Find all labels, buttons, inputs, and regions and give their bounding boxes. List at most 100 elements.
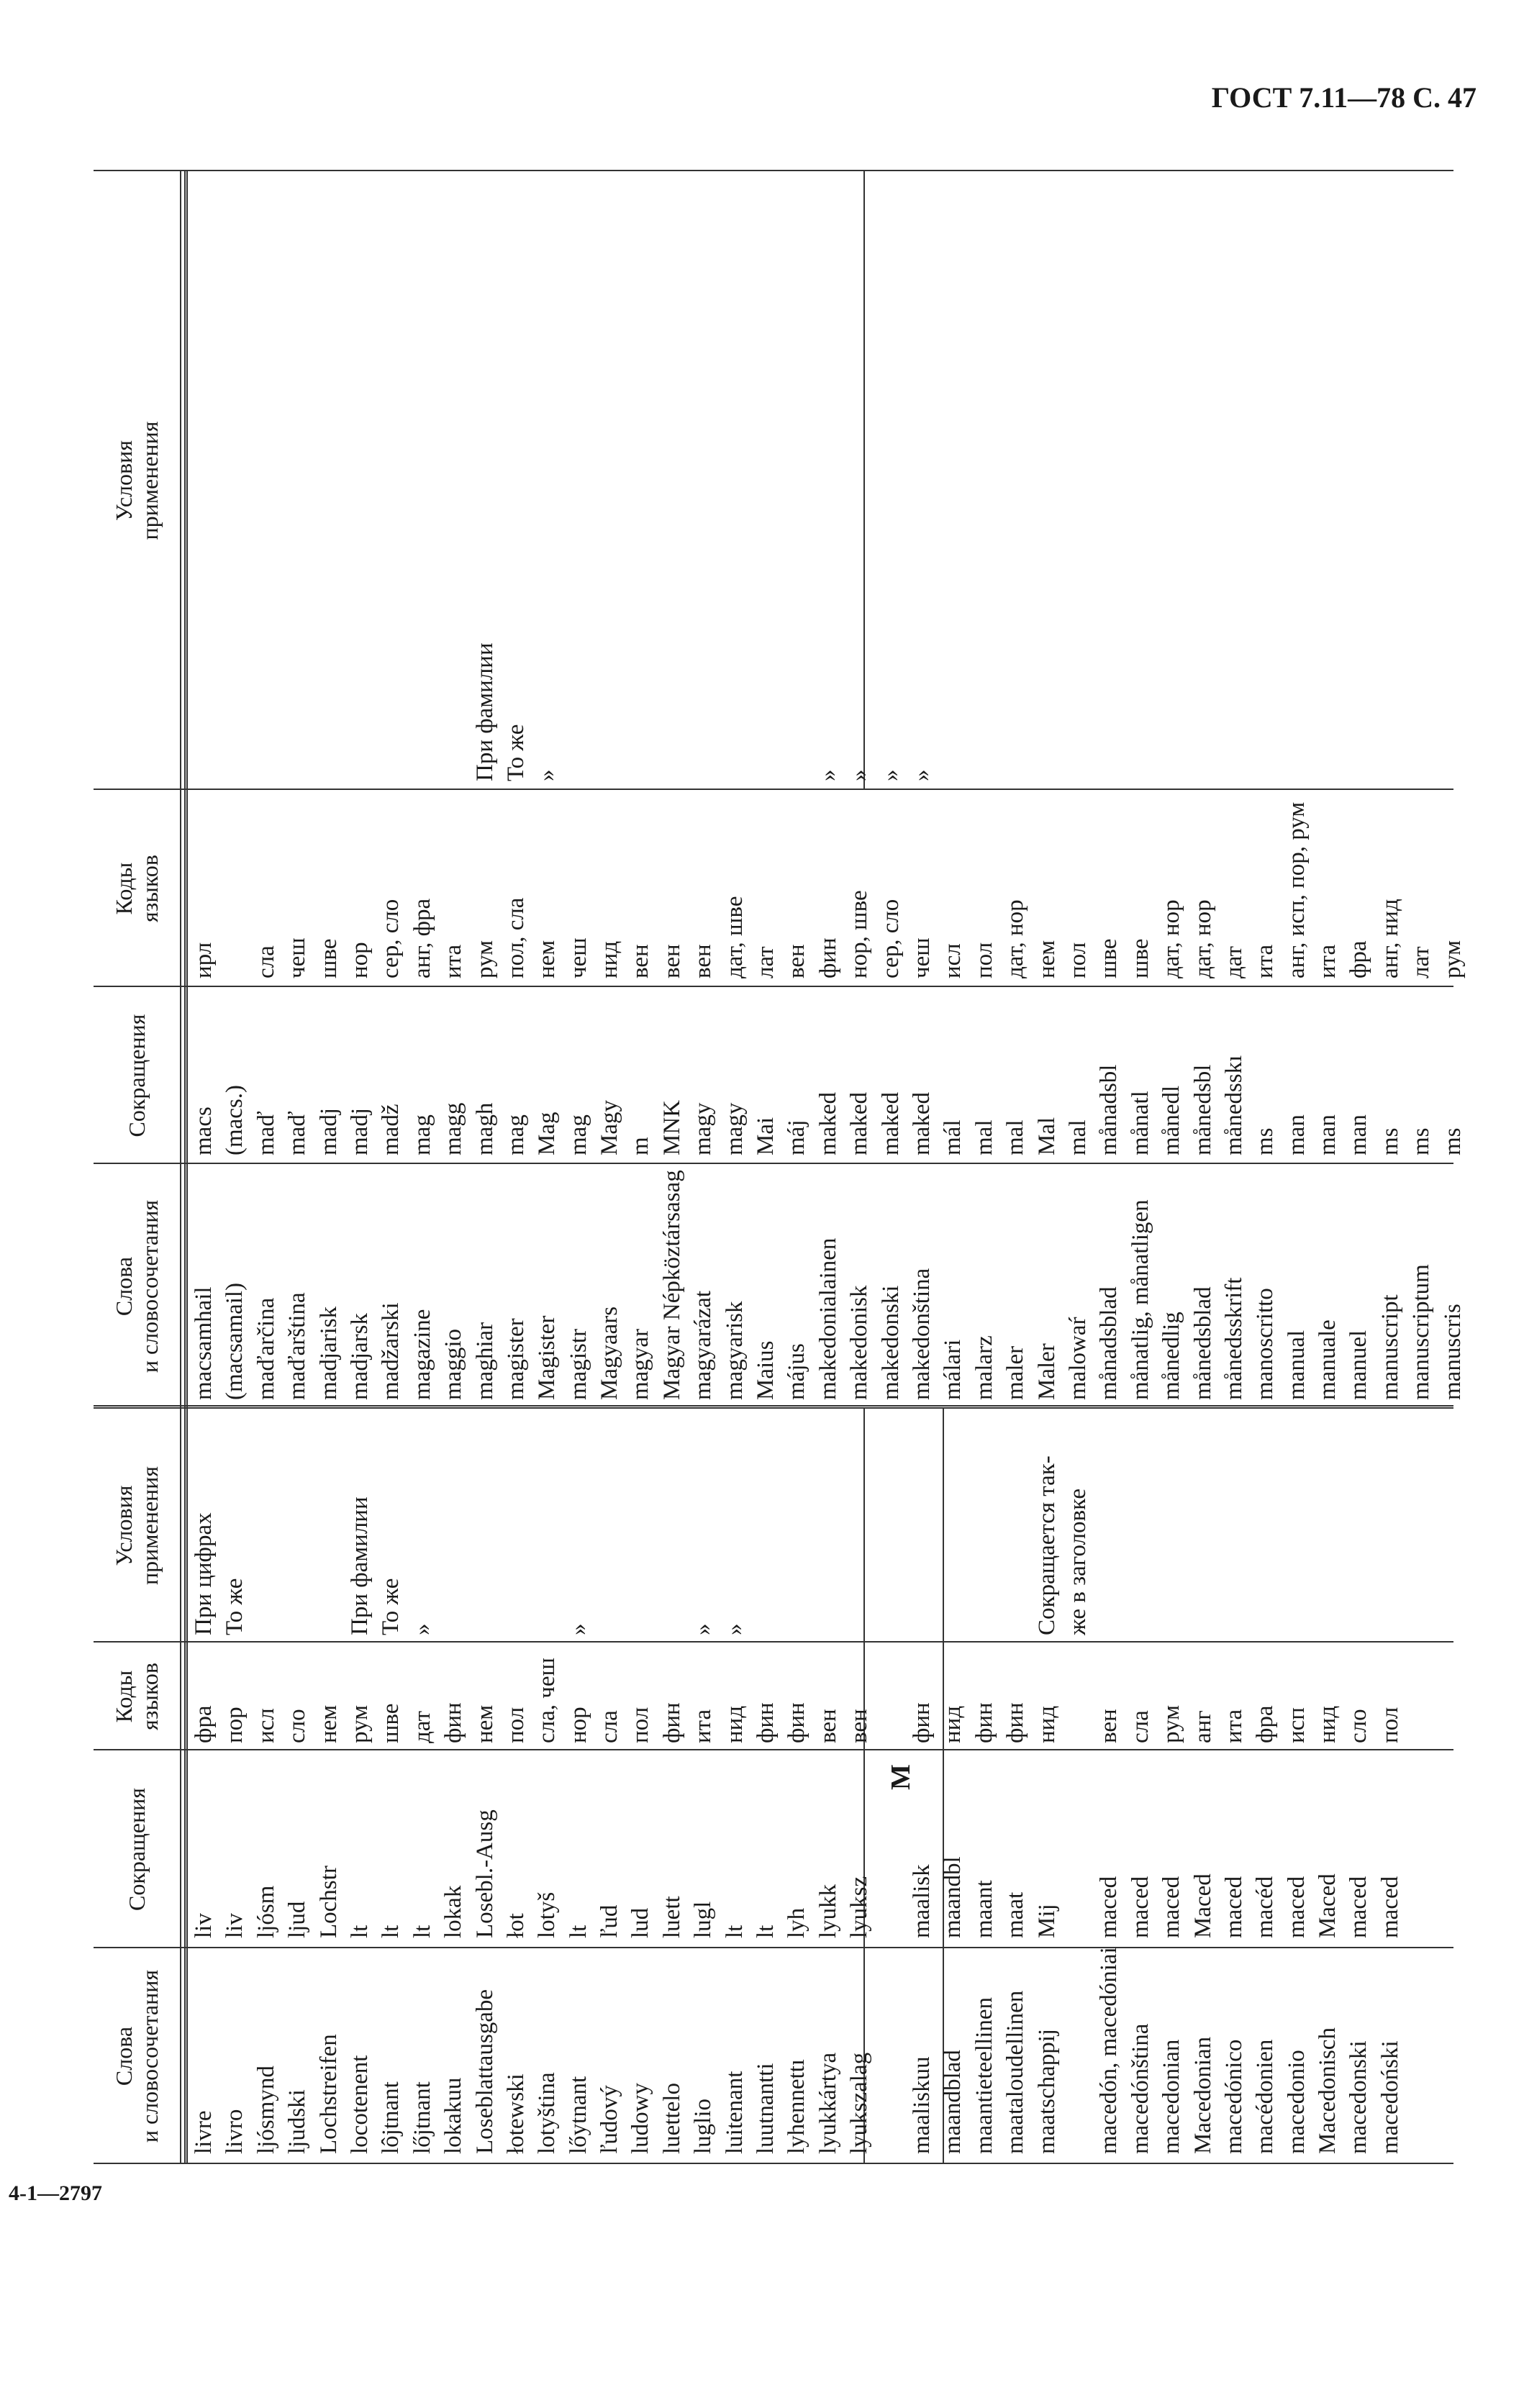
table-cell: [438, 1455, 469, 1635]
table-cell: нор, шве: [846, 890, 873, 978]
section-divider: [94, 1405, 1453, 1409]
table-cell: [1250, 1455, 1281, 1635]
table-cell: исл: [253, 1708, 279, 1743]
table-cell: man: [1315, 1114, 1341, 1155]
table-cell: Maius: [753, 1340, 779, 1401]
table-cell: maced: [1158, 1876, 1185, 1938]
table-cell: luitenant: [721, 2071, 748, 2154]
table-cell: »: [409, 1623, 435, 1636]
table-cell: magazine: [409, 1309, 435, 1400]
table-cell: lyukkártya: [815, 2052, 841, 2154]
table-cell: manoscritto: [1252, 1288, 1279, 1400]
table-cell: [750, 1455, 781, 1635]
right-codes-column: ирл сла чеш шве нор сер, сло анг, фра ита рум пол…: [189, 802, 1469, 978]
table-cell: шве: [1127, 938, 1153, 978]
table-cell: дат, шве: [721, 896, 748, 978]
table-cell: månatl: [1127, 1091, 1153, 1155]
table-cell: [1000, 642, 1031, 781]
table-cell: Mij: [1033, 1904, 1060, 1938]
table-cell: manuel: [1346, 1330, 1372, 1400]
table-cell: [1000, 1455, 1031, 1635]
table-cell: ljudski: [284, 2089, 311, 2154]
table-cell: [189, 642, 219, 781]
table-cell: maked: [908, 1092, 935, 1155]
table-cell: [1125, 642, 1156, 781]
table-cell: чеш: [908, 937, 935, 978]
table-cell: maked: [815, 1092, 841, 1155]
table-cell: [470, 1455, 501, 1635]
table-cell: malarz: [971, 1335, 997, 1400]
table-cell: [1438, 642, 1469, 781]
table-cell: månedl: [1158, 1085, 1185, 1155]
table-cell: [1375, 1455, 1406, 1635]
table-cell: вен: [846, 1709, 873, 1743]
rotated-table: Слова и словосочетания Сокращения Коды язы…: [94, 170, 1466, 2164]
table-cell: macsamhail: [191, 1286, 217, 1400]
table-cell: [969, 1455, 1000, 1635]
table-cell: Magy: [597, 1100, 623, 1155]
table-cell: május: [784, 1343, 810, 1400]
table-cell: пол: [627, 1707, 654, 1743]
table-cell: maghiar: [471, 1322, 498, 1400]
table-cell: [251, 1455, 282, 1635]
table-cell: mag: [565, 1114, 591, 1155]
table-cell: månedsbl: [1189, 1064, 1216, 1155]
table-cell: анг, нид: [1376, 899, 1403, 978]
table-cell: macedónština: [1127, 2023, 1153, 2154]
table-cell: сло: [284, 1709, 311, 1743]
table-cell: вен: [1096, 1709, 1122, 1743]
table-cell: рум: [1439, 940, 1466, 978]
table-cell: magyar: [627, 1329, 654, 1400]
table-cell: [625, 642, 656, 781]
table-cell: нид: [721, 1705, 748, 1743]
table-cell: [1188, 642, 1219, 781]
table-cell: mál: [940, 1119, 966, 1155]
table-cell: лат: [1408, 946, 1435, 978]
table-cell: lyukk: [815, 1884, 841, 1938]
table-cell: исп: [1283, 1707, 1310, 1743]
table-cell: [876, 1658, 907, 1743]
table-cell: чеш: [284, 937, 311, 978]
table-cell: [563, 642, 594, 781]
table-cell: makedonština: [908, 1268, 935, 1400]
table-cell: [969, 642, 1000, 781]
header-conditions-right: Условия применения: [111, 421, 163, 540]
table-cell: [657, 1455, 688, 1635]
table-cell: фин: [784, 1702, 810, 1743]
col-divider: [94, 1641, 1453, 1643]
table-cell: дат, нор: [1002, 899, 1029, 978]
table-cell: сер, сло: [877, 899, 904, 978]
header-abbr-right: Сокращения: [124, 1014, 150, 1137]
table-cell: luett: [658, 1896, 685, 1938]
table-cell: magg: [440, 1102, 467, 1155]
table-cell: ms: [1252, 1127, 1279, 1155]
section-letter: M: [886, 1764, 916, 1790]
table-cell: [314, 642, 345, 781]
table-cell: фин: [658, 1702, 685, 1743]
table-cell: maandblad: [940, 2050, 966, 2154]
table-cell: madžarski: [378, 1302, 404, 1400]
table-cell: macedonski: [1346, 2040, 1372, 2154]
table-cell: [844, 1455, 875, 1635]
table-cell: lokak: [440, 1885, 467, 1938]
table-cell: ирл: [191, 942, 217, 978]
table-cell: нид: [1033, 1705, 1060, 1743]
table-cell: Lochstreifen: [315, 2034, 342, 2154]
table-cell: нем: [471, 1704, 498, 1743]
table-cell: ljud: [284, 1901, 311, 1938]
table-cell: фин: [753, 1702, 779, 1743]
table-cell: [1032, 642, 1063, 781]
table-cell: magistr: [565, 1329, 591, 1400]
table-cell: maatschappij: [1033, 2028, 1060, 2154]
table-cell: [407, 642, 438, 781]
table-cell: »: [534, 769, 561, 782]
table-cell: maataloudellinen: [1002, 1990, 1029, 2154]
table-cell: [1094, 1455, 1125, 1635]
table-cell: [1312, 1455, 1343, 1635]
table-cell: пол: [502, 1707, 529, 1743]
table-cell: lokakuu: [440, 2077, 467, 2154]
table-cell: locotenent: [346, 2055, 373, 2154]
table-cell: magyarázat: [690, 1290, 717, 1400]
page-header: ГОСТ 7.11—78 С. 47: [1211, 81, 1477, 114]
table-cell: шве: [378, 1703, 404, 1743]
